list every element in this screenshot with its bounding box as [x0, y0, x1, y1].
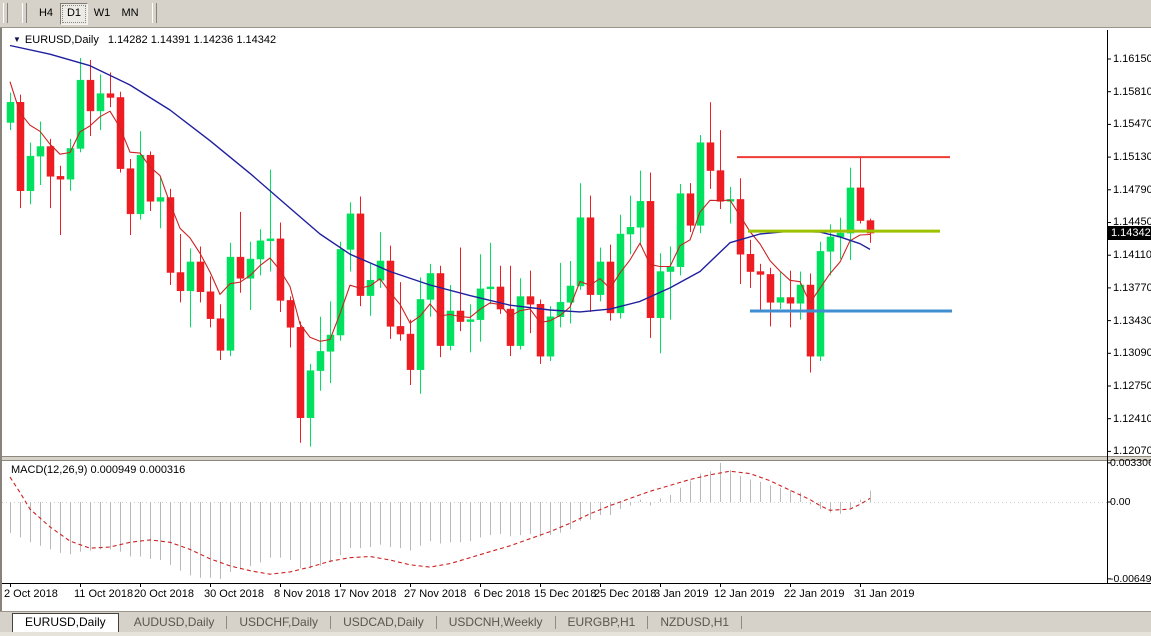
date-tick-label: 8 Nov 2018	[274, 588, 331, 600]
price-tick-label: 1.12750	[1113, 379, 1151, 392]
macd-tick-label: -0.00649	[1110, 572, 1151, 585]
date-tick-label: 25 Dec 2018	[594, 588, 657, 600]
date-tick-label: 15 Dec 2018	[534, 588, 597, 600]
timeframe-toolbar: H4 D1 W1 MN	[0, 0, 1151, 28]
toolbar-drag-handle[interactable]	[22, 3, 27, 23]
price-tick-label: 1.13090	[1113, 347, 1151, 360]
date-tick-label: 30 Oct 2018	[204, 588, 264, 600]
timeframe-button-h4[interactable]: H4	[32, 3, 60, 25]
chart-tab-eurusd-daily[interactable]: EURUSD,Daily	[12, 612, 119, 633]
chart-title: ▼ EURUSD,Daily 1.14282 1.14391 1.14236 1.1…	[13, 34, 276, 46]
chart-symbol-label: EURUSD,Daily	[24, 34, 99, 46]
price-tick-label: 1.12410	[1113, 412, 1151, 425]
price-tick-label: 1.14110	[1113, 249, 1151, 262]
timeframe-button-mn[interactable]: MN	[116, 3, 144, 25]
price-tick-label: 1.15470	[1113, 118, 1151, 131]
chart-tab-eurgbp-h1[interactable]: EURGBP,H1	[567, 615, 636, 629]
price-tick-label: 1.12070	[1113, 445, 1151, 458]
date-tick-label: 31 Jan 2019	[854, 588, 915, 600]
date-tick-label: 22 Jan 2019	[784, 588, 845, 600]
chart-tab-nzdusd-h1[interactable]: NZDUSD,H1	[660, 615, 730, 629]
timeframe-button-d1[interactable]: D1	[60, 3, 88, 25]
macd-tick-label: 0.003306	[1110, 456, 1151, 469]
chart-tab-usdchf-daily[interactable]: USDCHF,Daily	[239, 615, 319, 629]
symbol-dropdown-icon[interactable]: ▼	[13, 35, 21, 44]
price-tick-label: 1.13430	[1113, 314, 1151, 327]
price-tick-label: 1.14450	[1113, 216, 1151, 229]
chart-tab-usdcnh-weekly[interactable]: USDCNH,Weekly	[448, 615, 543, 629]
tab-separator	[741, 616, 743, 629]
date-tick-label: 20 Oct 2018	[134, 588, 194, 600]
toolbar-drag-handle[interactable]	[3, 3, 8, 23]
date-tick-label: 6 Dec 2018	[474, 588, 531, 600]
chart-tab-usdcad-daily[interactable]: USDCAD,Daily	[343, 615, 424, 629]
chart-canvas[interactable]	[0, 28, 1151, 611]
tab-separator	[435, 616, 437, 629]
toolbar-divider	[152, 3, 157, 23]
tab-separator	[330, 616, 332, 629]
price-tick-label: 1.16150	[1113, 53, 1151, 65]
price-tick-label: 1.15130	[1113, 151, 1151, 164]
chart-tab-audusd-daily[interactable]: AUDUSD,Daily	[133, 615, 215, 629]
price-tick-label: 1.14790	[1113, 183, 1151, 196]
price-tick-label: 1.15810	[1113, 85, 1151, 98]
current-price-badge: 1.14342	[1108, 225, 1151, 240]
timeframe-button-w1[interactable]: W1	[88, 3, 116, 25]
symbol-tab-bar: EURUSD,Daily AUDUSD,Daily USDCHF,Daily USDC…	[0, 611, 1151, 633]
chart-ohlc-values: 1.14282 1.14391 1.14236 1.14342	[107, 34, 277, 46]
macd-tick-label: 0.00	[1110, 496, 1131, 508]
date-tick-label: 11 Oct 2018	[74, 588, 134, 600]
tab-separator	[647, 616, 649, 629]
status-strip	[0, 632, 1151, 636]
date-tick-label: 2 Oct 2018	[4, 588, 58, 600]
tab-separator	[554, 616, 556, 629]
price-tick-label: 1.13770	[1113, 281, 1151, 294]
date-tick-label: 27 Nov 2018	[404, 588, 467, 600]
macd-indicator-label: MACD(12,26,9) 0.000949 0.000316	[11, 464, 186, 476]
date-tick-label: 3 Jan 2019	[654, 588, 709, 600]
date-tick-label: 17 Nov 2018	[334, 588, 397, 600]
tab-separator	[226, 616, 228, 629]
date-tick-label: 12 Jan 2019	[714, 588, 775, 600]
